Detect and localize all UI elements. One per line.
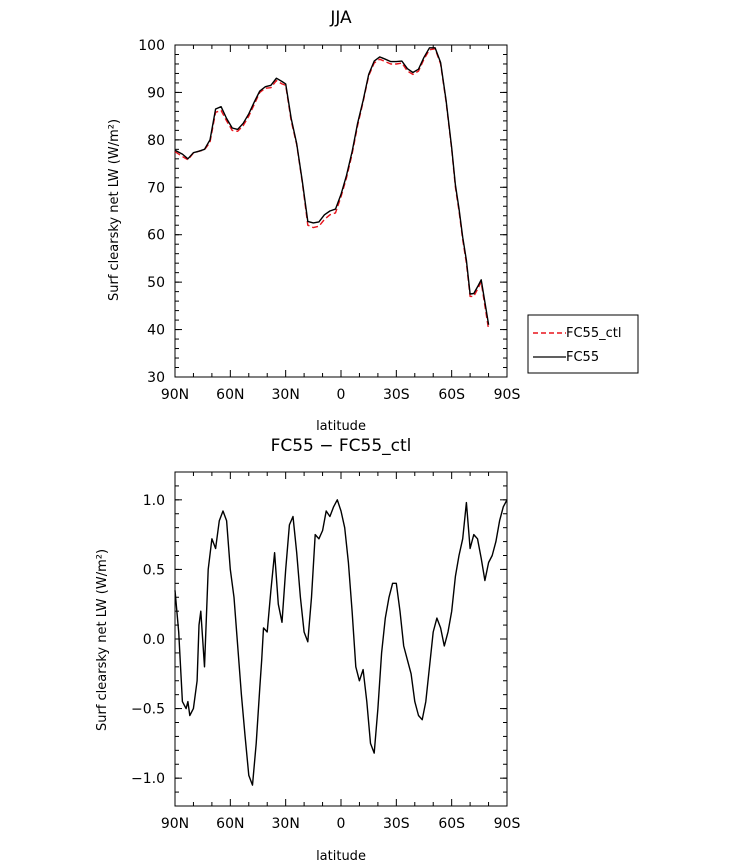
x-tick-label: 90N — [161, 816, 189, 832]
y-tick-label: 30 — [147, 370, 165, 386]
top-series — [174, 47, 490, 330]
x-tick-label: 30S — [383, 816, 410, 832]
y-tick-label: 0.0 — [143, 632, 165, 648]
bottom-plot-frame — [174, 471, 508, 807]
y-tick-label: 50 — [147, 275, 165, 291]
bottom-title: FC55 − FC55_ctl — [271, 436, 412, 456]
y-tick-label: 80 — [147, 133, 165, 149]
top-panel: JJA 90N 60N 30N 0 30S 60S 90S 30 40 50 60 70 80 90 100… — [107, 8, 520, 434]
x-tick-label: 90S — [494, 816, 521, 832]
top-xlabel: latitude — [316, 419, 366, 434]
series-line-diff — [174, 499, 508, 786]
y-tick-label: −0.5 — [131, 702, 165, 718]
y-tick-label: 1.0 — [143, 493, 165, 509]
top-ylabel: Surf clearsky net LW (W/m²) — [107, 119, 122, 301]
x-tick-label: 0 — [337, 387, 346, 403]
series-line-fc55 — [174, 47, 490, 325]
x-tick-label: 60N — [216, 387, 244, 403]
series-line-fc55-ctl — [174, 48, 490, 330]
bottom-series — [174, 499, 508, 786]
top-plot-frame — [174, 44, 508, 378]
x-tick-label: 90S — [494, 387, 521, 403]
x-tick-label: 30S — [383, 387, 410, 403]
legend: FC55_ctl FC55 — [527, 314, 639, 374]
y-tick-label: 90 — [147, 85, 165, 101]
x-tick-label: 60S — [438, 816, 465, 832]
bottom-xlabel: latitude — [316, 849, 366, 864]
bottom-ticks: 90N 60N 30N 0 30S 60S 90S −1.0 −0.5 0.0 0.5 1.0 — [131, 471, 521, 832]
x-tick-label: 60S — [438, 387, 465, 403]
bottom-ylabel: Surf clearsky net LW (W/m²) — [95, 549, 110, 731]
x-tick-label: 60N — [216, 816, 244, 832]
y-tick-label: 100 — [138, 38, 165, 54]
top-title: JJA — [329, 8, 352, 28]
x-tick-label: 0 — [337, 816, 346, 832]
legend-box — [527, 314, 639, 374]
x-tick-label: 90N — [161, 387, 189, 403]
y-tick-label: −1.0 — [131, 771, 165, 787]
top-ticks: 90N 60N 30N 0 30S 60S 90S 30 40 50 60 70 80 90 100 — [138, 38, 520, 403]
y-tick-label: 70 — [147, 180, 165, 196]
y-tick-label: 0.5 — [143, 562, 165, 578]
bottom-panel: FC55 − FC55_ctl 90N 60N 30N 0 30S 60S 90S −1.0 −… — [95, 436, 520, 864]
legend-label-fc55: FC55 — [566, 350, 599, 365]
x-tick-label: 30N — [272, 387, 300, 403]
legend-label-fc55-ctl: FC55_ctl — [566, 326, 621, 341]
y-tick-label: 40 — [147, 323, 165, 339]
x-tick-label: 30N — [272, 816, 300, 832]
y-tick-label: 60 — [147, 228, 165, 244]
